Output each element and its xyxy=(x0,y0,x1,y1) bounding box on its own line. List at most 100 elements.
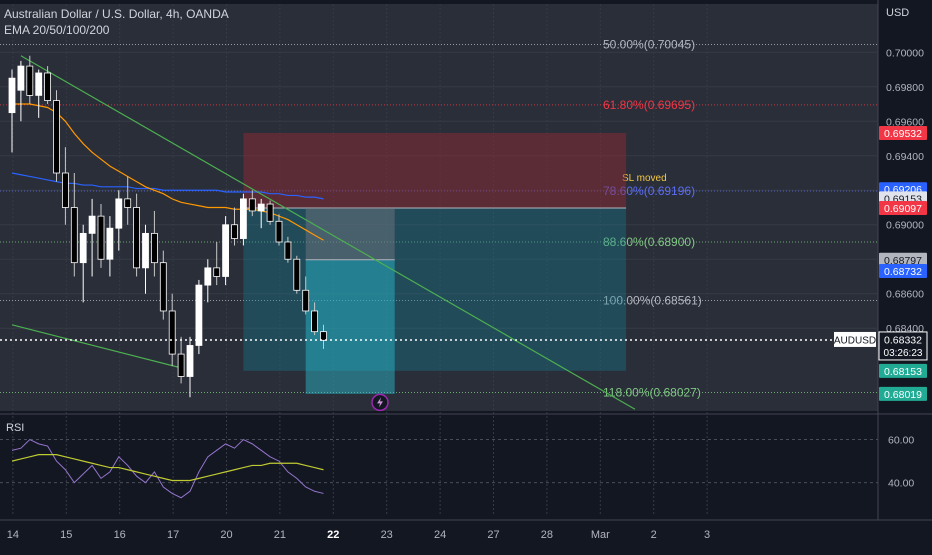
position-target-zone[interactable] xyxy=(305,259,395,394)
candle-body xyxy=(222,224,230,277)
candle-body xyxy=(311,310,319,333)
symbol-tag xyxy=(834,331,876,347)
candle-body xyxy=(115,198,123,229)
price-marker xyxy=(879,252,927,267)
position-stop-zone[interactable] xyxy=(305,208,395,260)
price-marker-label: 0.68019 xyxy=(884,389,922,401)
candle xyxy=(320,324,327,349)
candle xyxy=(284,236,292,263)
candle xyxy=(257,198,265,229)
sl-moved-annotation: SL moved xyxy=(622,173,667,184)
candle xyxy=(213,241,221,286)
price-marker-label: 0.68797 xyxy=(884,255,922,267)
price-marker xyxy=(879,263,927,278)
time-tick-label: 15 xyxy=(60,529,72,541)
time-tick-label: 16 xyxy=(114,529,126,541)
time-tick-label: 23 xyxy=(381,529,393,541)
candle xyxy=(293,255,301,294)
candle xyxy=(311,302,319,336)
time-tick-label: 14 xyxy=(7,529,19,541)
candle xyxy=(266,200,274,225)
price-tick-label: 0.69600 xyxy=(886,116,924,128)
candle-body xyxy=(177,353,185,377)
candle xyxy=(231,207,238,246)
candle-body xyxy=(62,172,69,208)
rsi-label[interactable]: RSI xyxy=(6,422,24,434)
candle-body xyxy=(284,241,292,260)
candle xyxy=(133,193,141,277)
candle-body xyxy=(186,345,194,377)
position-target-zone[interactable] xyxy=(243,208,627,371)
trendline[interactable] xyxy=(20,55,636,410)
price-marker-label: 0.68153 xyxy=(884,366,922,378)
candle-body xyxy=(53,100,60,174)
candle xyxy=(88,198,96,277)
candle xyxy=(26,55,34,105)
candle xyxy=(17,60,25,122)
candle-body xyxy=(88,215,96,234)
candle xyxy=(62,147,69,225)
candle xyxy=(44,66,51,105)
candle-body xyxy=(44,72,51,101)
time-tick-label: 21 xyxy=(274,529,286,541)
price-tick-label: 0.68600 xyxy=(886,289,924,301)
fib-level-label: 100.00%(0.68561) xyxy=(603,293,702,307)
time-tick-label: 22 xyxy=(327,529,339,541)
candle-body xyxy=(159,262,167,312)
price-marker xyxy=(879,363,927,378)
candle xyxy=(8,69,16,153)
candle-body xyxy=(26,65,34,96)
candle xyxy=(115,190,123,251)
price-tick-label: 0.69000 xyxy=(886,220,924,232)
candle xyxy=(97,204,105,268)
time-tick-label: 20 xyxy=(220,529,232,541)
lightning-icon-glyph xyxy=(377,397,383,408)
price-tick-label: 0.70000 xyxy=(886,47,924,59)
candle xyxy=(142,224,149,294)
current-price-value: 0.68332 xyxy=(884,334,922,346)
rsi-tick-label: 60.00 xyxy=(888,435,914,447)
candle-body xyxy=(97,215,105,260)
candle xyxy=(150,210,158,277)
candle-body xyxy=(231,224,238,239)
time-tick-label: 28 xyxy=(541,529,553,541)
time-tick-label: 17 xyxy=(167,529,179,541)
fib-level-label: 78.60%(0.69196) xyxy=(603,184,695,198)
fib-level-label: 50.00%(0.70045) xyxy=(603,38,695,52)
trendline[interactable] xyxy=(11,324,182,369)
price-pane-background xyxy=(0,4,878,411)
symbol-tag-label: AUDUSD xyxy=(834,335,876,346)
rsi-ma-line xyxy=(11,454,324,482)
fib-level-label: 61.80%(0.69695) xyxy=(603,98,695,112)
price-marker-label: 0.69097 xyxy=(884,203,922,215)
candle-body xyxy=(213,267,221,277)
candle-body xyxy=(320,331,327,341)
price-marker-label: 0.69532 xyxy=(884,128,922,140)
candle-body xyxy=(195,284,203,346)
candle xyxy=(159,250,167,320)
candle xyxy=(168,293,176,367)
candle xyxy=(35,69,43,118)
candle xyxy=(222,216,230,286)
candle-body xyxy=(133,207,141,269)
position-stop-zone[interactable] xyxy=(243,132,627,209)
candle xyxy=(53,90,60,182)
candle-body xyxy=(124,198,132,208)
rsi-tick-label: 40.00 xyxy=(888,478,914,490)
ema-indicator-label[interactable]: EMA 20/50/100/200 xyxy=(4,23,110,37)
candle xyxy=(177,336,185,384)
price-axis-currency: USD xyxy=(886,7,909,19)
candle xyxy=(195,279,203,355)
candle-body xyxy=(248,198,256,212)
symbol-title[interactable]: Australian Dollar / U.S. Dollar, 4h, OAN… xyxy=(4,7,229,21)
fib-level-label: 88.60%(0.68900) xyxy=(603,235,695,249)
candle-body xyxy=(35,72,43,96)
rsi-line xyxy=(11,438,324,499)
price-marker xyxy=(879,125,927,140)
candle-body xyxy=(142,232,149,269)
candle-body xyxy=(106,227,114,260)
fib-level-label: 118.00%(0.68027) xyxy=(603,386,701,400)
rsi-pane-background xyxy=(0,418,878,515)
